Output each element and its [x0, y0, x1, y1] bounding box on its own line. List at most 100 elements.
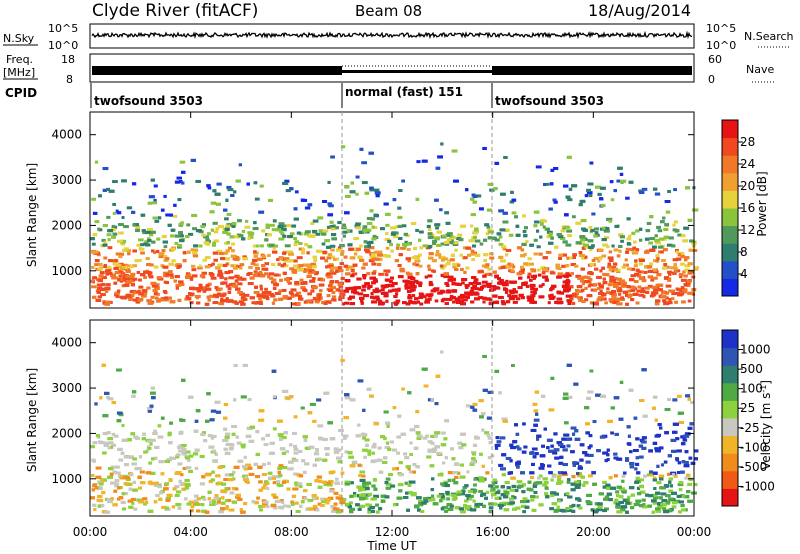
scatter-cell [150, 295, 155, 299]
scatter-cell [673, 269, 678, 273]
scatter-cell [178, 234, 184, 238]
scatter-cell [682, 270, 686, 274]
scatter-cell [94, 259, 100, 263]
scatter-cell [609, 180, 614, 184]
scatter-cell [617, 244, 623, 248]
scatter-cell [597, 296, 604, 300]
scatter-cell [140, 251, 145, 255]
scatter-cell [444, 211, 450, 215]
scatter-cell [176, 176, 182, 180]
scatter-cell [406, 272, 413, 276]
scatter-cell [390, 232, 396, 236]
scatter-cell [641, 187, 648, 191]
scatter-cell [393, 295, 398, 299]
scatter-cell [201, 287, 206, 291]
scatter-cell [271, 301, 276, 305]
scatter-cell [107, 267, 112, 271]
scatter-cell [345, 267, 349, 271]
scatter-cell [249, 276, 255, 280]
scatter-cell [236, 235, 240, 239]
scatter-cell [380, 291, 386, 295]
scatter-cell [689, 239, 694, 243]
scatter-cell [196, 289, 202, 293]
scatter-cell [692, 208, 699, 212]
scatter-cell [652, 187, 658, 191]
scatter-cell [600, 203, 606, 207]
scatter-cell [550, 236, 554, 240]
scatter-cell [150, 230, 156, 234]
scatter-cell [688, 248, 693, 252]
scatter-cell [426, 224, 431, 228]
scatter-cell [256, 294, 262, 298]
scatter-cell [510, 190, 514, 194]
scatter-cell [339, 262, 344, 266]
scatter-cell [537, 273, 542, 277]
scatter-cell [190, 275, 194, 279]
scatter-cell [457, 263, 461, 267]
scatter-cell [617, 282, 621, 286]
scatter-cell [129, 290, 136, 294]
scatter-cell [227, 287, 232, 291]
scatter-cell [369, 186, 374, 190]
scatter-cell [213, 230, 219, 234]
scatter-cell [190, 158, 197, 162]
scatter-cell [620, 239, 624, 243]
scatter-cell [297, 294, 303, 298]
scatter-cell [174, 234, 181, 238]
scatter-cell [247, 272, 253, 276]
scatter-cell [588, 245, 594, 249]
scatter-cell [463, 295, 469, 299]
scatter-cell [572, 255, 576, 259]
scatter-cell [390, 226, 396, 230]
scatter-cell [359, 244, 363, 248]
scatter-cell [186, 250, 191, 254]
scatter-cell [665, 210, 671, 214]
scatter-cell [475, 194, 482, 198]
scatter-cell [660, 291, 667, 295]
scatter-cell [485, 232, 490, 236]
scatter-cell [373, 269, 377, 273]
scatter-cell [558, 235, 564, 239]
scatter-cell [655, 259, 660, 263]
scatter-cell [101, 238, 106, 242]
scatter-cell [215, 266, 221, 270]
scatter-cell [662, 248, 668, 252]
scatter-cell [171, 259, 176, 263]
scatter-cell [678, 251, 685, 255]
scatter-cell [114, 291, 120, 295]
scatter-cell [289, 267, 295, 271]
scatter-cell [136, 243, 140, 247]
scatter-cell [341, 223, 346, 227]
colorbar-tick-label: 20 [740, 179, 755, 193]
scatter-cell [156, 292, 160, 296]
scatter-cell [614, 224, 619, 228]
scatter-cell [557, 290, 561, 294]
scatter-cell [665, 296, 669, 300]
scatter-cell [452, 265, 457, 269]
scatter-cell [487, 297, 491, 301]
scatter-cell [492, 270, 497, 274]
scatter-cell [150, 281, 157, 285]
scatter-cell [271, 263, 276, 267]
colorbar-tick-label: 28 [740, 135, 755, 149]
scatter-cell [117, 278, 121, 282]
scatter-cell [130, 283, 135, 287]
scatter-cell [241, 237, 246, 241]
scatter-cell [307, 245, 313, 249]
nsearch-label: N.Search [744, 30, 794, 43]
scatter-cell [397, 224, 403, 228]
scatter-cell [526, 295, 532, 299]
scatter-cell [242, 255, 247, 259]
scatter-cell [593, 283, 597, 287]
scatter-cell [135, 296, 140, 300]
scatter-cell [387, 283, 393, 287]
scatter-cell [671, 244, 676, 248]
scatter-cell [224, 227, 230, 231]
scatter-cell [230, 254, 237, 258]
scatter-cell [505, 288, 509, 292]
scatter-cell [252, 227, 259, 231]
scatter-cell [234, 274, 239, 278]
scatter-cell [401, 179, 405, 183]
scatter-cell [92, 276, 97, 280]
scatter-cell [663, 302, 670, 306]
